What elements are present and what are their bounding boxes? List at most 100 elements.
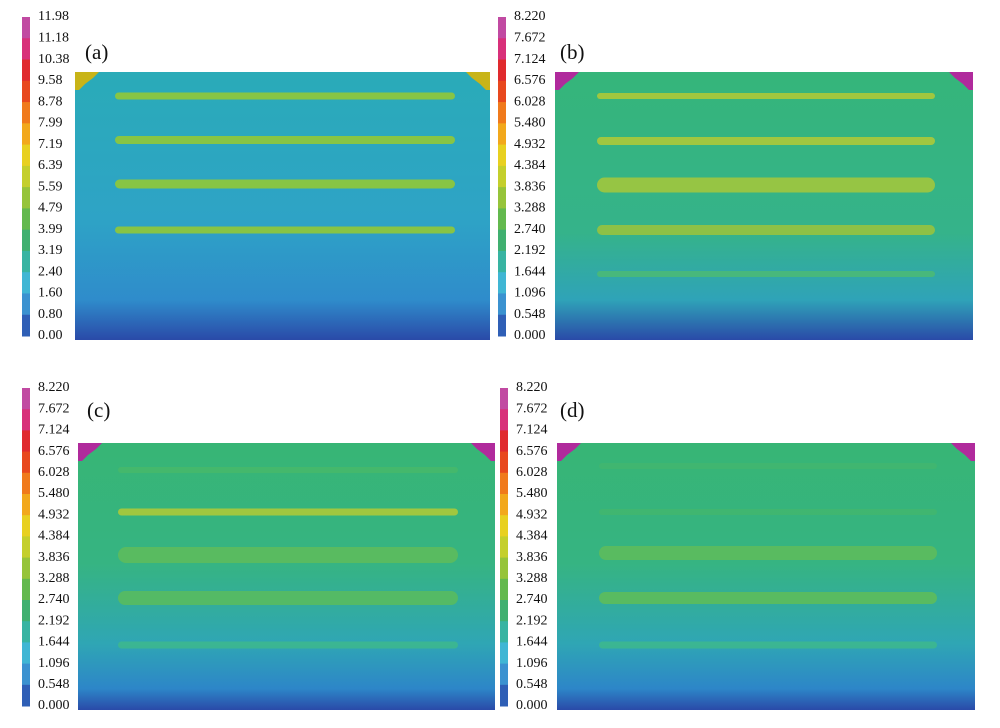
colorbar-segment — [500, 515, 508, 537]
colorbar-segment — [500, 642, 508, 665]
colorbar-tick-label: 6.028 — [514, 94, 546, 109]
colorbar-tick-label: 0.548 — [516, 677, 548, 692]
colorbar-segment — [22, 293, 30, 316]
colorbar-tick-label: 0.00 — [38, 328, 63, 343]
colorbar-segment — [22, 515, 30, 537]
colorbar-tick-label: 0.000 — [516, 698, 548, 713]
contour-field — [555, 72, 973, 340]
colorbar-segment — [22, 557, 30, 580]
colorbar-tick-label: 2.192 — [38, 613, 70, 628]
colorbar-segment — [22, 208, 30, 231]
colorbar-tick-label: 6.576 — [514, 73, 546, 88]
colorbar-tick-label: 7.124 — [516, 423, 548, 438]
colorbar-tick-label: 7.124 — [38, 423, 70, 438]
colorbar-segment — [498, 187, 506, 209]
colorbar-segment — [22, 451, 30, 474]
colorbar-tick-label: 3.19 — [38, 243, 63, 258]
colorbar-segment — [498, 208, 506, 231]
colorbar-tick-label: 0.80 — [38, 307, 63, 322]
colorbar-segment — [500, 578, 508, 601]
corner-region — [466, 72, 490, 90]
contour-band — [599, 546, 937, 560]
colorbar-segment — [498, 59, 506, 82]
colorbar-tick-label: 7.672 — [38, 401, 70, 416]
contour-band — [118, 547, 458, 563]
colorbar-segment — [498, 165, 506, 188]
colorbar-tick-label: 0.000 — [514, 328, 546, 343]
colorbar-segment — [22, 123, 30, 146]
colorbar-tick-label: 1.096 — [516, 656, 548, 671]
colorbar-segment — [22, 59, 30, 82]
colorbar-tick-label: 7.19 — [38, 137, 63, 152]
colorbar-segment — [498, 80, 506, 103]
colorbar-segment — [22, 165, 30, 188]
colorbar-segment — [498, 17, 506, 39]
corner-region — [471, 443, 495, 461]
colorbar-tick-label: 7.672 — [516, 401, 548, 416]
colorbar-segment — [498, 250, 506, 273]
colorbar-tick-label: 8.220 — [514, 9, 546, 24]
colorbar-segment — [22, 250, 30, 273]
colorbar-tick-label: 3.836 — [514, 179, 546, 194]
colorbar-segment — [500, 557, 508, 580]
corner-region — [75, 72, 99, 90]
colorbar-tick-label: 5.59 — [38, 179, 63, 194]
colorbar-segment — [500, 536, 508, 559]
contour-band — [115, 226, 455, 234]
colorbar-segment — [498, 314, 506, 337]
corner-region — [949, 72, 973, 90]
colorbar-tick-label: 1.644 — [38, 635, 70, 650]
colorbar-segment — [500, 451, 508, 474]
contour-band — [115, 179, 455, 189]
colorbar-tick-label: 3.288 — [38, 571, 70, 586]
colorbar-tick-label: 0.548 — [514, 307, 546, 322]
colorbar-segment — [22, 272, 30, 294]
colorbar-segment — [500, 409, 508, 431]
colorbar-segment — [500, 430, 508, 453]
contour-band — [118, 467, 458, 473]
colorbar-tick-label: 1.60 — [38, 286, 63, 301]
colorbar-segment — [498, 123, 506, 146]
colorbar-tick-label: 2.192 — [516, 613, 548, 628]
contour-band — [118, 641, 458, 649]
colorbar-segment — [22, 187, 30, 209]
colorbar-segment — [498, 38, 506, 61]
colorbar-tick-label: 5.480 — [516, 486, 548, 501]
colorbar-segment — [500, 684, 508, 707]
colorbar-tick-label: 9.58 — [38, 73, 63, 88]
colorbar-tick-label: 8.78 — [38, 94, 63, 109]
colorbar-tick-label: 8.220 — [516, 380, 548, 395]
colorbar-segment — [500, 621, 508, 643]
colorbar-segment — [22, 430, 30, 453]
colorbar-tick-label: 2.192 — [514, 243, 546, 258]
colorbar-tick-label: 4.79 — [38, 201, 63, 216]
colorbar-segment — [500, 388, 508, 410]
contour-band — [597, 225, 935, 235]
colorbar-segment — [498, 144, 506, 167]
colorbar-tick-label: 5.480 — [514, 116, 546, 131]
colorbar-tick-label: 6.576 — [38, 444, 70, 459]
contour-band — [115, 136, 455, 144]
colorbar-tick-label: 11.18 — [38, 30, 69, 45]
colorbar-tick-label: 7.99 — [38, 116, 63, 131]
colorbar-segment — [498, 229, 506, 252]
colorbar-tick-label: 3.836 — [38, 550, 70, 565]
corner-region — [951, 443, 975, 461]
colorbar-segment — [22, 229, 30, 252]
contour-band — [118, 591, 458, 605]
panel: 11.98 11.18 10.38 9.58 8.78 7.99 7.19 6.39 5.59 4… — [22, 9, 490, 343]
colorbar-segment — [22, 600, 30, 622]
corner-region — [557, 443, 581, 461]
colorbar-tick-label: 4.384 — [516, 529, 548, 544]
panel: 8.220 7.672 7.124 6.576 6.028 5.480 4.932 4.384… — [22, 380, 495, 713]
contour-band — [597, 177, 935, 193]
contour-field — [557, 443, 975, 710]
colorbar-tick-label: 3.288 — [516, 571, 548, 586]
colorbar-segment — [22, 494, 30, 516]
colorbar-segment — [500, 472, 508, 495]
colorbar-tick-label: 3.836 — [516, 550, 548, 565]
colorbar-segment — [22, 102, 30, 124]
colorbar-tick-label: 6.39 — [38, 158, 63, 173]
colorbar-segment — [500, 600, 508, 622]
